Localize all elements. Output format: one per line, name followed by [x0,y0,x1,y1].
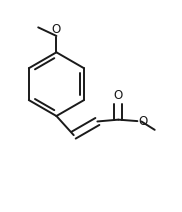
Text: O: O [138,115,148,128]
Text: O: O [52,24,61,36]
Text: O: O [114,89,123,102]
